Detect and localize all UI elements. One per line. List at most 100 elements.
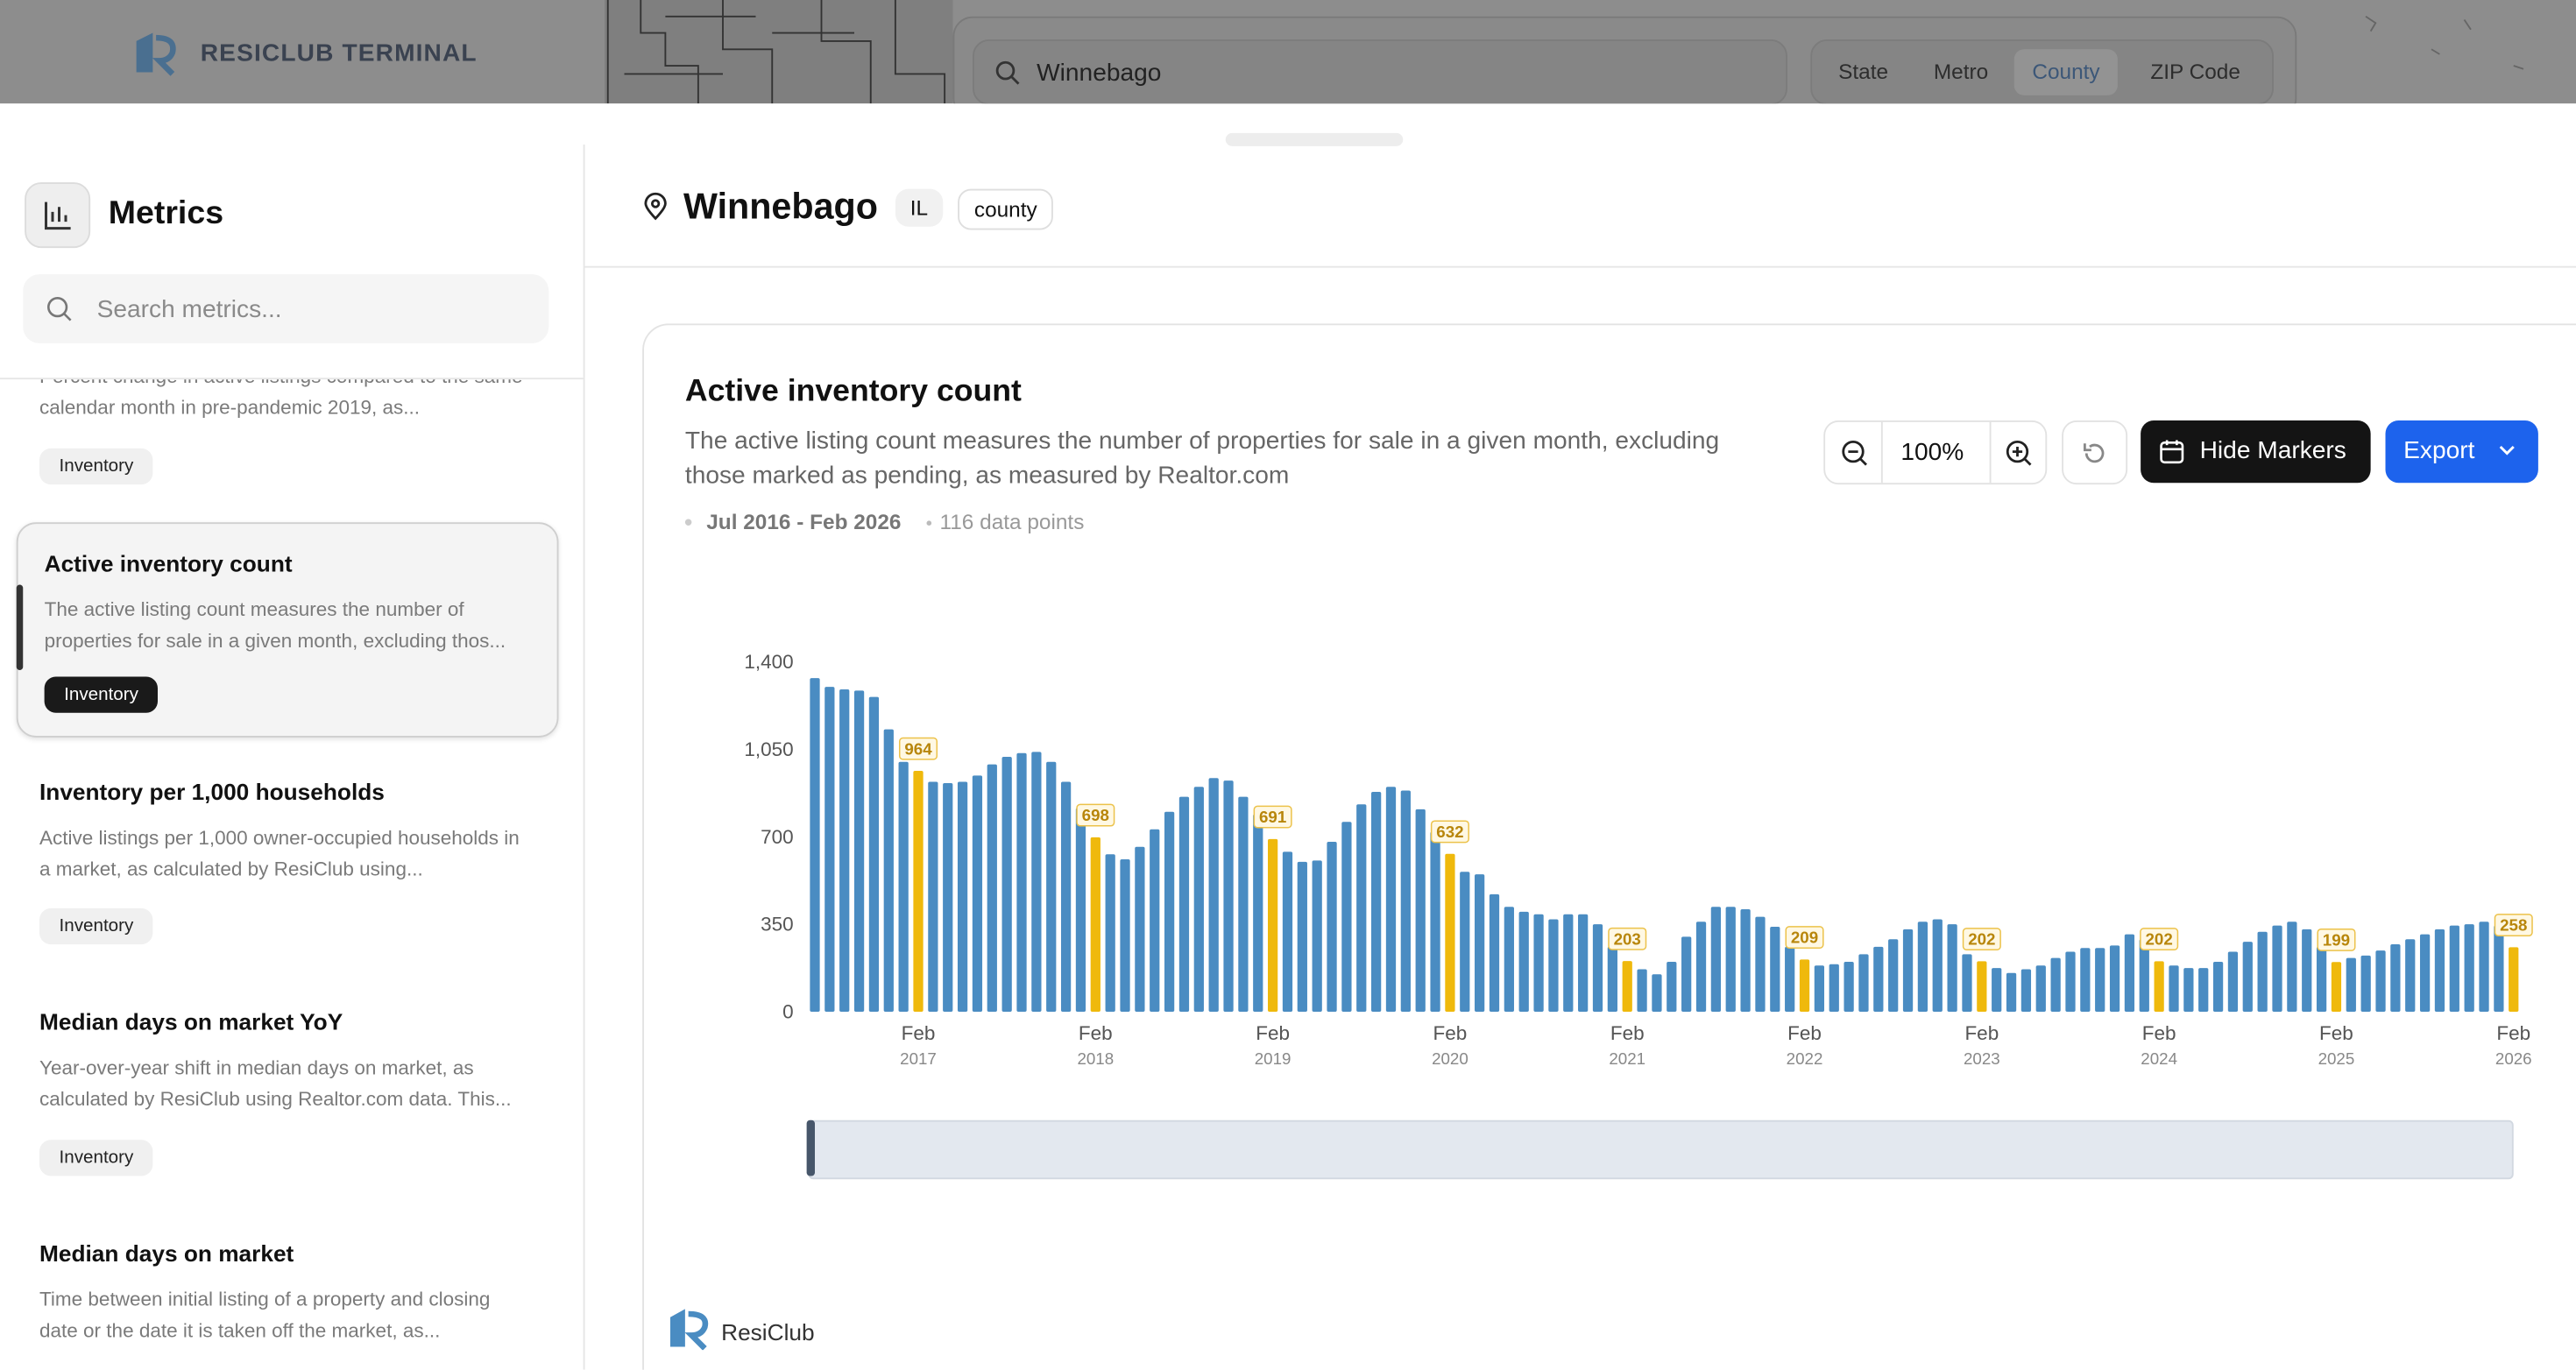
bar [1135,846,1145,1012]
bar [1253,814,1263,1012]
x-tick-label: Feb [1964,1022,1999,1044]
button-label: Export [2403,436,2475,465]
location-search[interactable]: Winnebago [973,39,1787,104]
bar [898,761,909,1012]
x-tick-label: Feb [1610,1022,1645,1044]
zoom-in[interactable] [2005,439,2035,469]
bar [1208,778,1219,1012]
bar [2287,922,2297,1012]
tab[interactable]: Metro [1933,59,1989,84]
metric-title[interactable]: Inventory per 1,000 households [39,778,385,805]
bar [1371,791,1382,1012]
metric-description: Active listings per 1,000 owner-occupied… [39,826,520,880]
reset-button[interactable] [2062,420,2128,485]
location-name: Winnebago [683,185,878,227]
marker-value: 199 [2323,930,2350,949]
bar [1667,961,1677,1012]
bar [2302,929,2312,1012]
x-tick-label: Feb [902,1022,936,1044]
bar [883,729,894,1012]
metric-list: Percent change in active listings compar… [0,379,584,1370]
bar [1150,829,1160,1012]
bar [2360,955,2371,1012]
y-tick-label: 1,050 [744,738,793,760]
tab[interactable]: State [1838,59,1889,84]
bar [1917,922,1928,1012]
metric-search[interactable]: Search metrics... [23,274,549,343]
calendar-icon [2160,440,2184,464]
marker-box [2140,928,2179,951]
metric-title[interactable]: Median days on market [39,1239,294,1267]
hide-markers-button[interactable]: Hide Markers [2141,420,2371,484]
bar [1415,809,1426,1012]
bar [1829,964,1839,1012]
bar [928,781,938,1012]
bar [2227,951,2239,1012]
bar [2390,943,2401,1012]
metric-title[interactable]: Median days on market YoY [39,1008,343,1035]
bar [1652,974,1662,1012]
bar [2095,948,2105,1012]
bar [1518,911,1529,1012]
bar [2065,951,2076,1012]
drag-handle[interactable] [1225,132,1404,146]
bar [1238,796,1249,1012]
brand: RESICLUB TERMINAL [200,39,478,67]
bar [810,678,820,1012]
bar [1563,914,1574,1012]
x-tick-label: Feb [1787,1022,1822,1044]
slider-handle[interactable] [806,1119,815,1176]
bar [1430,831,1440,1012]
date-range: Jul 2016 - Feb 2026 [706,509,902,534]
bar [1223,780,1234,1012]
x-tick-label: Feb [1433,1022,1468,1044]
x-tick-label: Feb [2319,1022,2353,1044]
chart-title: Active inventory count [684,374,1022,409]
export-button[interactable]: Export [2385,420,2538,484]
x-tick-sublabel: 2026 [2495,1049,2532,1068]
bar [1681,936,1692,1012]
bar [1785,946,1795,1012]
chart-card [642,323,2576,1370]
marker-box [1785,926,1824,950]
metric-description: Year-over-year shift in median days on m… [39,1056,512,1111]
tab-active[interactable]: County [2013,49,2119,95]
bar [2080,948,2091,1012]
bar [2509,947,2519,1012]
chart-description: The active listing count measures the nu… [684,427,1720,490]
bar [1282,851,1293,1012]
marker-box [1608,927,1647,950]
marker-box [898,737,938,760]
tab[interactable]: ZIP Code [2150,59,2240,84]
button-label: Hide Markers [2199,436,2346,465]
bar [2272,925,2282,1012]
x-tick-sublabel: 2022 [1787,1049,1823,1068]
search-value: Winnebago [1037,59,1162,88]
pin-icon [644,192,667,221]
bar [1178,796,1190,1012]
bar [1755,916,1766,1012]
bar [2375,950,2386,1012]
zoom-out[interactable] [1840,439,1870,469]
bar [2479,922,2489,1012]
bar [2434,929,2445,1012]
zoom-control: 100% [1823,420,2048,485]
bar [839,689,850,1012]
bar [1858,954,1869,1012]
bar [1193,787,1204,1012]
divider [1989,421,1992,484]
bar [1016,752,1027,1012]
bar [1873,946,1884,1012]
range-slider[interactable] [808,1119,2514,1180]
x-tick-sublabel: 2020 [1432,1049,1468,1068]
bar [2494,925,2504,1012]
bar [1164,811,1175,1012]
divider [584,265,2576,268]
bar [2020,969,2032,1012]
bar [1489,893,1500,1012]
bar [1740,909,1751,1012]
bar [1060,781,1072,1012]
marker-value: 964 [904,739,932,758]
